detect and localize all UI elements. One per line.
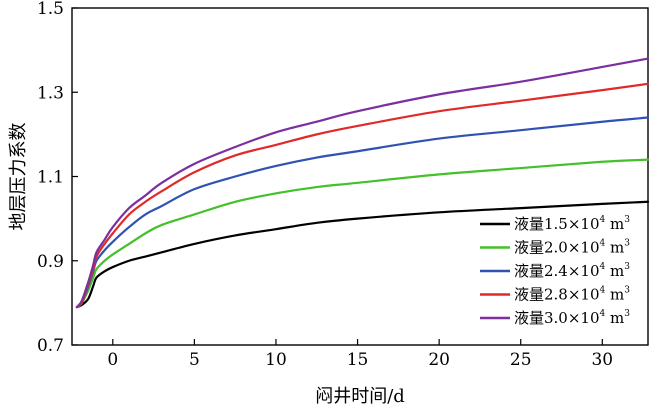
series-layer [75,57,650,309]
series-line-4 [75,82,650,309]
series-line-1 [75,200,650,309]
x-tick-label: 30 [591,350,613,370]
legend-item: 液量2.0×104​ m3​ [480,239,630,257]
legend-label: 液量1.5×104​ m3​ [514,215,630,233]
series-line-2 [75,158,650,309]
y-tick-label: 1.5 [37,0,64,19]
legend-label: 液量2.8×104​ m3​ [514,286,630,304]
legend-text-part: 液量3.0×10 [514,309,600,327]
x-tick-label: 10 [265,350,287,370]
legend-superscript: 3 [624,309,630,319]
legend: 液量1.5×104​ m3​ 液量2.0×104​ m3​ 液量2.4×104​ m… [480,215,630,327]
legend-item: 液量2.8×104​ m3​ [480,286,630,304]
legend-text-part: 液量2.8×10 [514,286,600,304]
legend-label: 液量3.0×104​ m3​ [514,309,630,327]
legend-superscript: 3 [624,286,630,296]
legend-superscript: 4 [600,309,606,319]
y-tick-label: 1.1 [37,168,64,188]
legend-superscript: 3 [624,215,630,225]
legend-text-part: 液量2.4×10 [514,262,600,280]
legend-superscript: 4 [600,262,606,272]
legend-text-part: m [605,239,624,257]
legend-text-part: 液量2.0×10 [514,239,600,257]
x-axis-title: 闷井时间/d [315,386,405,407]
y-tick-label: 1.3 [37,83,64,103]
legend-label: 液量2.4×104​ m3​ [514,262,630,280]
x-tick-label: 25 [510,350,532,370]
y-axis-title: 地层压力系数 [8,123,29,231]
axes: 0 5 10 15 20 25 30 0.7 0.9 1.1 1.3 1.5 [37,0,649,370]
legend-superscript: 4 [600,215,606,225]
x-tick-label: 5 [189,350,200,370]
legend-text-part: m [605,215,624,233]
legend-superscript: 3 [624,262,630,272]
series-line-5 [75,57,650,309]
legend-label: 液量2.0×104​ m3​ [514,239,630,257]
legend-text-part: m [605,262,624,280]
y-tick-label: 0.7 [37,336,64,356]
legend-superscript: 4 [600,239,606,249]
y-tick-label: 0.9 [37,252,64,272]
legend-text-part: m [605,286,624,304]
x-tick-label: 15 [347,350,369,370]
legend-superscript: 4 [600,286,606,296]
legend-item: 液量1.5×104​ m3​ [480,215,630,233]
x-tick-label: 20 [428,350,450,370]
x-tick-label: 0 [107,350,118,370]
legend-item: 液量3.0×104​ m3​ [480,309,630,327]
legend-superscript: 3 [624,239,630,249]
legend-text-part: m [605,309,624,327]
legend-item: 液量2.4×104​ m3​ [480,262,630,280]
legend-text-part: 液量1.5×10 [514,215,600,233]
